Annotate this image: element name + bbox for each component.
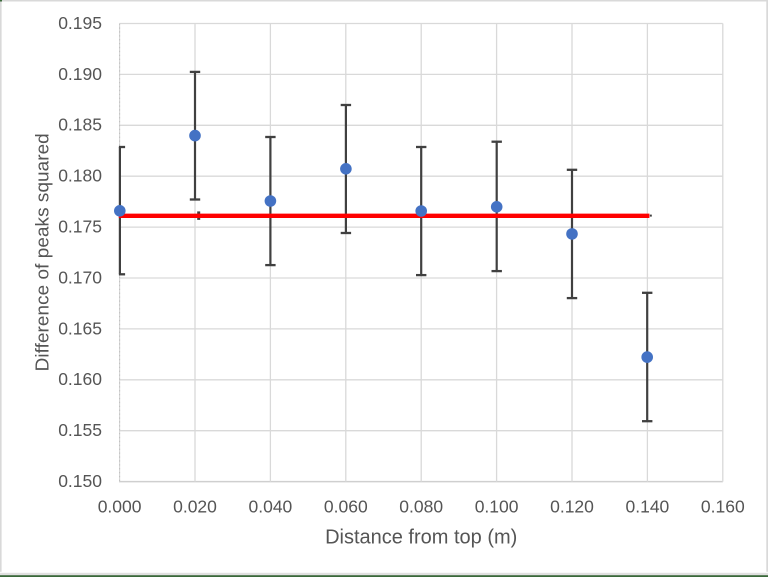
svg-text:0.160: 0.160 <box>58 369 102 389</box>
svg-text:0.180: 0.180 <box>58 166 102 186</box>
svg-text:0.190: 0.190 <box>58 64 102 84</box>
svg-text:0.120: 0.120 <box>550 496 594 516</box>
svg-text:0.160: 0.160 <box>701 496 745 516</box>
svg-text:0.080: 0.080 <box>399 496 443 516</box>
svg-text:0.020: 0.020 <box>173 496 217 516</box>
svg-text:0.155: 0.155 <box>58 420 102 440</box>
svg-text:0.140: 0.140 <box>626 496 670 516</box>
svg-text:0.170: 0.170 <box>58 267 102 287</box>
svg-text:0.150: 0.150 <box>58 471 102 491</box>
svg-text:0.185: 0.185 <box>58 115 102 135</box>
svg-text:Difference of peaks squared: Difference of peaks squared <box>32 133 53 371</box>
svg-text:0.100: 0.100 <box>475 496 519 516</box>
svg-text:0.195: 0.195 <box>58 13 102 33</box>
svg-text:0.000: 0.000 <box>98 496 142 516</box>
svg-text:0.165: 0.165 <box>58 318 102 338</box>
svg-text:0.040: 0.040 <box>249 496 293 516</box>
svg-text:0.175: 0.175 <box>58 217 102 237</box>
svg-text:Distance from top (m): Distance from top (m) <box>325 526 517 548</box>
svg-text:0.060: 0.060 <box>324 496 368 516</box>
